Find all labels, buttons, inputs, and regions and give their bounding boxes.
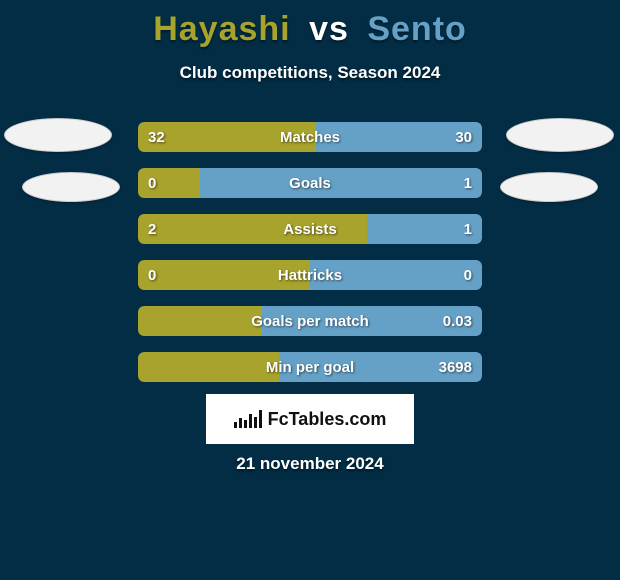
stat-value-player2: 3698 [439, 352, 472, 382]
stat-value-player2: 1 [464, 168, 472, 198]
stat-label: Goals per match [138, 306, 482, 336]
stat-value-player1: 2 [148, 214, 156, 244]
vs-label: vs [309, 10, 349, 48]
stat-bars: Matches3230Goals01Assists21Hattricks00Go… [138, 122, 482, 398]
stat-row: Hattricks0 0 [138, 260, 482, 290]
stat-value-player1: 0 [148, 168, 156, 198]
stat-row: Goals per match0.03 [138, 306, 482, 336]
stat-row: Matches32 30 [138, 122, 482, 152]
stat-value-player2: 0 [464, 260, 472, 290]
player2-club-placeholder [500, 172, 598, 202]
player1-photo-placeholder [4, 118, 112, 152]
player1-name: Hayashi [153, 10, 290, 48]
stat-value-player1: 0 [148, 260, 156, 290]
footer-date: 21 november 2024 [0, 454, 620, 474]
comparison-title: Hayashi vs Sento [0, 0, 620, 49]
stat-row: Goals0 1 [138, 168, 482, 198]
stat-value-player2: 0.03 [443, 306, 472, 336]
player1-avatar-column [4, 118, 114, 222]
stat-label: Min per goal [138, 352, 482, 382]
player2-photo-placeholder [506, 118, 614, 152]
player1-club-placeholder [22, 172, 120, 202]
stat-value-player2: 1 [464, 214, 472, 244]
logo-text: FcTables.com [268, 409, 387, 430]
fctables-logo: FcTables.com [206, 394, 414, 444]
stat-value-player2: 30 [455, 122, 472, 152]
logo-bars-icon [234, 410, 262, 428]
stat-label: Goals [138, 168, 482, 198]
player2-avatar-column [506, 118, 616, 222]
stat-value-player1: 32 [148, 122, 165, 152]
stat-label: Matches [138, 122, 482, 152]
stat-label: Hattricks [138, 260, 482, 290]
stat-row: Assists2 1 [138, 214, 482, 244]
subtitle: Club competitions, Season 2024 [0, 63, 620, 83]
stat-row: Min per goal3698 [138, 352, 482, 382]
player2-name: Sento [367, 10, 466, 48]
stat-label: Assists [138, 214, 482, 244]
